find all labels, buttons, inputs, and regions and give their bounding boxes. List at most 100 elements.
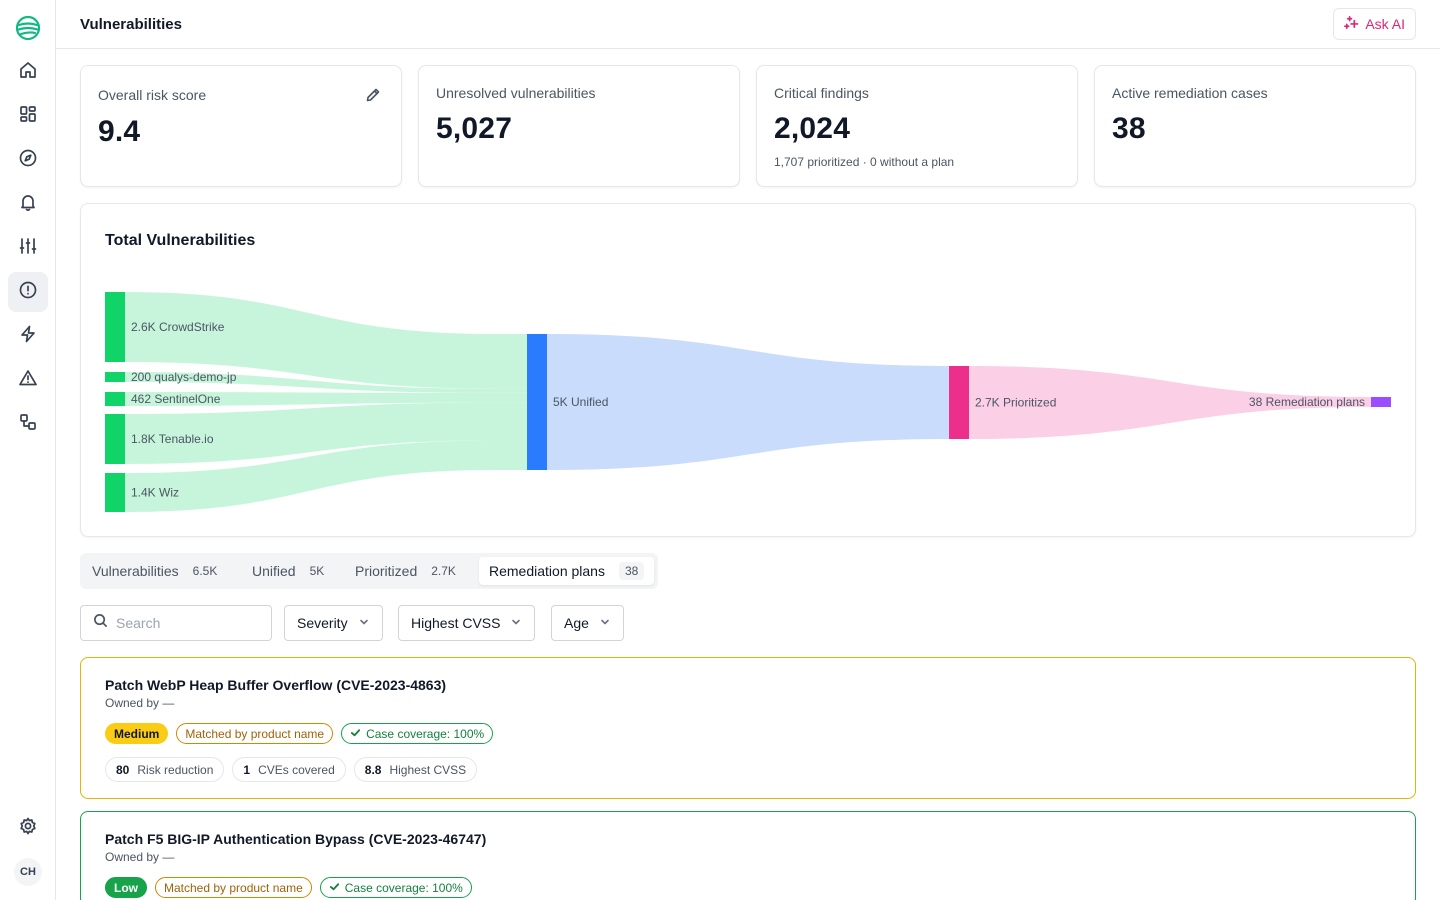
stat-value: 2,024 — [774, 112, 851, 145]
sidebar-item-automations[interactable] — [8, 316, 48, 356]
view-tabs: Vulnerabilities 6.5K Unified 5K Prioriti… — [80, 553, 658, 589]
sidebar-item-integrations[interactable] — [8, 404, 48, 444]
pencil-icon — [365, 88, 381, 107]
cves-covered-metric: 1 CVEs covered — [232, 757, 346, 782]
metric-label: Risk reduction — [137, 762, 214, 777]
settings-button[interactable] — [8, 808, 48, 848]
filter-label: Severity — [297, 615, 348, 631]
sliders-icon — [18, 236, 38, 261]
sidebar-item-home[interactable] — [8, 52, 48, 92]
remediation-plan-card[interactable]: Patch WebP Heap Buffer Overflow (CVE-202… — [80, 657, 1416, 799]
top-bar: Vulnerabilities Ask AI — [56, 0, 1440, 49]
sidebar-item-explore[interactable] — [8, 140, 48, 180]
stat-label: Active remediation cases — [1112, 85, 1268, 101]
stat-card-risk-score: Overall risk score 9.4 — [80, 65, 402, 187]
total-vulnerabilities-chart: 2.6K CrowdStrike 200 qualys-demo-jp 462 Se… — [80, 203, 1416, 537]
sidebar-item-notifications[interactable] — [8, 184, 48, 224]
sankey-node-unified — [527, 334, 547, 470]
tab-unified[interactable]: Unified 5K — [242, 557, 334, 585]
alert-circle-icon — [18, 280, 38, 305]
tab-count: 6.5K — [192, 564, 218, 578]
metric-value: 8.8 — [364, 762, 382, 777]
chevron-down-icon — [358, 615, 370, 631]
plan-title: Patch F5 BIG-IP Authentication Bypass (C… — [105, 831, 487, 847]
sankey-label-prioritized: 2.7K Prioritized — [975, 396, 1056, 410]
workflow-icon — [18, 412, 38, 437]
sidebar-item-controls[interactable] — [8, 228, 48, 268]
sankey-label-source-4: 1.4K Wiz — [131, 486, 179, 500]
coverage-label: Case coverage: 100% — [344, 880, 463, 895]
age-filter[interactable]: Age — [551, 605, 624, 641]
warning-icon — [18, 368, 38, 393]
ask-ai-button[interactable]: Ask AI — [1333, 8, 1416, 40]
filter-label: Highest CVSS — [411, 615, 501, 631]
tab-remediation-plans[interactable]: Remediation plans 38 — [479, 557, 655, 585]
user-avatar[interactable]: CH — [14, 858, 42, 886]
sidebar-item-vulnerabilities[interactable] — [8, 272, 48, 312]
plan-badges: Low Matched by product name Case coverag… — [105, 877, 472, 898]
chevron-down-icon — [510, 615, 522, 631]
tab-prioritized[interactable]: Prioritized 2.7K — [345, 557, 466, 585]
chart-title: Total Vulnerabilities — [105, 232, 256, 249]
metric-label: Highest CVSS — [389, 762, 467, 777]
plan-owner: Owned by — — [105, 696, 175, 710]
sidebar-item-alerts[interactable] — [8, 360, 48, 400]
plan-metrics: 80 Risk reduction 1 CVEs covered 8.8 Hig… — [105, 757, 478, 782]
sankey-label-source-0: 2.6K CrowdStrike — [131, 320, 225, 334]
bolt-icon — [18, 324, 38, 349]
plan-owner: Owned by — — [105, 850, 175, 864]
sankey-link-unified-prioritized — [547, 334, 949, 470]
stat-card-remediation-cases: Active remediation cases 38 — [1094, 65, 1416, 187]
stat-card-unresolved: Unresolved vulnerabilities 5,027 — [418, 65, 740, 187]
search-icon — [93, 613, 108, 633]
page-title: Vulnerabilities — [80, 16, 182, 33]
sankey-node-plans — [1371, 397, 1391, 407]
sidebar-item-dashboards[interactable] — [8, 96, 48, 136]
bell-icon — [18, 192, 38, 217]
stat-label: Overall risk score — [98, 87, 207, 103]
stat-value: 38 — [1112, 112, 1146, 145]
app-logo-icon[interactable] — [14, 14, 42, 42]
filter-label: Age — [564, 615, 589, 631]
tab-label: Remediation plans — [489, 563, 605, 579]
plan-title: Patch WebP Heap Buffer Overflow (CVE-202… — [105, 677, 447, 693]
tab-label: Unified — [252, 563, 296, 579]
sankey-node-source-0 — [105, 292, 125, 362]
ask-ai-label: Ask AI — [1365, 16, 1405, 32]
metric-label: CVEs covered — [258, 762, 335, 777]
stat-value: 9.4 — [98, 115, 141, 148]
cvss-filter[interactable]: Highest CVSS — [398, 605, 536, 641]
sankey-node-source-4 — [105, 473, 125, 512]
tab-label: Prioritized — [355, 563, 418, 579]
search-input[interactable] — [116, 615, 256, 631]
sankey-label-plans: 38 Remediation plans — [1249, 395, 1365, 409]
tab-vulnerabilities[interactable]: Vulnerabilities 6.5K — [82, 557, 227, 585]
coverage-badge: Case coverage: 100% — [319, 877, 472, 898]
sankey-node-source-3 — [105, 414, 125, 464]
coverage-badge: Case coverage: 100% — [341, 723, 494, 744]
coverage-label: Case coverage: 100% — [366, 726, 485, 741]
sankey-link-source-2 — [125, 392, 527, 406]
tab-label: Vulnerabilities — [92, 563, 179, 579]
home-icon — [18, 60, 38, 85]
sankey-node-prioritized — [949, 366, 969, 439]
sankey-label-source-1: 200 qualys-demo-jp — [131, 370, 237, 384]
check-icon — [350, 727, 361, 741]
sankey-link-prioritized-plans — [969, 366, 1371, 439]
check-icon — [329, 881, 340, 895]
severity-badge: Medium — [105, 723, 169, 744]
sankey-link-source-3 — [125, 402, 527, 464]
stat-label: Unresolved vulnerabilities — [436, 85, 596, 101]
stat-card-critical: Critical findings 2,024 1,707 prioritize… — [756, 65, 1078, 187]
sankey-label-source-2: 462 SentinelOne — [131, 392, 221, 406]
remediation-plan-card[interactable]: Patch F5 BIG-IP Authentication Bypass (C… — [80, 811, 1416, 900]
sankey-link-source-1 — [125, 372, 527, 393]
sankey-label-unified: 5K Unified — [553, 395, 608, 409]
compass-icon — [18, 148, 38, 173]
tab-count: 5K — [309, 564, 325, 578]
sidebar: CH — [0, 0, 56, 900]
sankey-link-source-0 — [125, 292, 527, 389]
sankey-node-source-1 — [105, 372, 125, 382]
severity-filter[interactable]: Severity — [284, 605, 383, 641]
edit-risk-score-button[interactable] — [365, 87, 381, 103]
